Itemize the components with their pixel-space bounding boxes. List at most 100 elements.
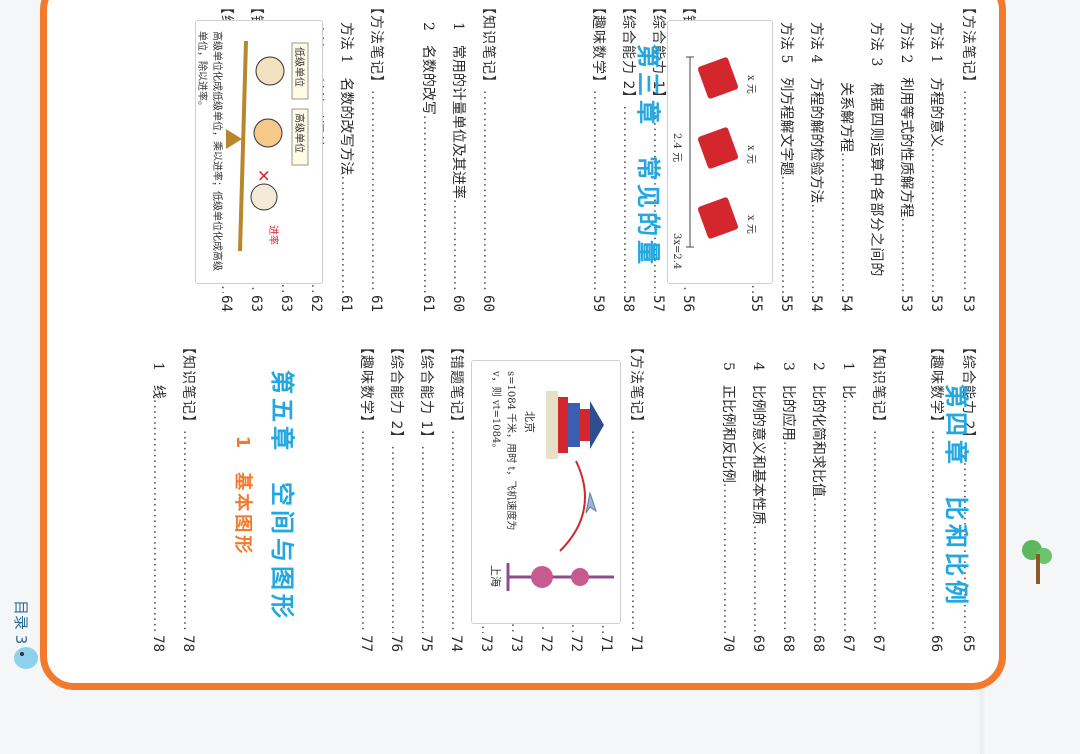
dot-leader: [145, 399, 171, 633]
toc-entry-title: 【知识笔记】: [870, 340, 886, 430]
cross-mark-icon: ✕: [254, 169, 273, 182]
toc-entry-title: 方法 3 根据四则运算中各部分之间的: [868, 22, 884, 278]
toc-entry-page: 61: [368, 295, 384, 312]
toc-entry-page: 68: [780, 635, 796, 652]
dot-leader: [775, 441, 801, 633]
toc-entry-page: 68: [810, 635, 826, 652]
toc-entry: 方法 2 利用等式的性质解方程 53: [893, 22, 919, 312]
toc-entry: 方法 1 方程的意义 53: [923, 22, 949, 312]
dot-leader: [353, 430, 379, 633]
toc-entry-page: 73: [508, 635, 524, 652]
chapter-5-title: 第五章 空间与图形: [268, 370, 296, 622]
toc-entry-title: 【知识笔记】: [180, 340, 196, 430]
map-diagram: 北京 上海: [489, 391, 614, 591]
toc-entry-title: 3 比的应用: [780, 362, 796, 441]
toc-entry: 【趣味数学】 77: [353, 340, 379, 652]
toc-entry-page: 78: [180, 635, 196, 652]
toc-entry: 【趣味数学】 59: [585, 0, 611, 312]
toc-entry: 【综合能力 2】 76: [383, 340, 409, 652]
whale-icon: [14, 647, 38, 669]
chapter-3-title: 第三章 常见的量: [634, 44, 662, 268]
toc-entry-page: 60: [450, 295, 466, 312]
toc-entry: 【知识笔记】 78: [175, 340, 201, 652]
toc-entry-page: 54: [838, 295, 854, 312]
toc-entry-title: 【趣味数学】: [590, 0, 606, 90]
toc-entry: 【方法笔记】 71: [623, 340, 649, 652]
page-number-label: 目录 3: [12, 600, 30, 645]
units-caption: 高级单位化成低级单位，乘以进率；低级单位化成高级单位，除以进率。: [196, 31, 222, 271]
dot-leader: [715, 483, 741, 633]
map-illustration: 北京 上海 s=1084 千米，用时 t，飞机速度为 v，则 vt=1084。: [471, 360, 621, 624]
toc-entry: 1 比 67: [835, 362, 861, 652]
dot-leader: [443, 430, 469, 633]
toc-entry-page: 62: [308, 295, 324, 312]
books-total-label: 2.4 元: [671, 133, 682, 162]
toc-entry-title: 2 名数的改写: [420, 22, 436, 115]
toc-entry-page: 55: [748, 295, 764, 312]
toc-entry: 1 线 78: [145, 362, 171, 652]
toc-entry: 5 正比例和反比例 70: [715, 362, 741, 652]
toc-entry-page: 75: [418, 635, 434, 652]
dot-leader: [805, 497, 831, 633]
toc-entry-page: 61: [338, 295, 354, 312]
toc-entry-page: 71: [628, 635, 644, 652]
toc-entry-page: 59: [590, 295, 606, 312]
tv-tower-icon: [506, 563, 614, 591]
toc-entry-page: 56: [680, 295, 696, 312]
toc-entry-title: 1 线: [150, 362, 166, 399]
dot-leader: [383, 445, 409, 633]
toc-entry-title: 【知识笔记】: [480, 0, 496, 90]
rate-tag: 进率: [267, 225, 280, 245]
toc-entry-page: 54: [808, 295, 824, 312]
chapter-4-title: 第四章 比和比例: [942, 384, 970, 608]
seesaw-diagram: 低级单位 高级单位 ✕ 进率: [226, 40, 309, 252]
toc-entry-page: 76: [388, 635, 404, 652]
toc-entry-page: 72: [568, 635, 584, 652]
chapter-5-subtitle: 1 基本图形: [232, 435, 253, 557]
toc-entry-page: 77: [358, 635, 374, 652]
tree-icon: [1022, 540, 1052, 584]
toc-entry: 4 比例的意义和基本性质 69: [745, 362, 771, 652]
toc-entry-title: 方法 1 方程的意义: [928, 22, 944, 148]
book-price-label-3: x 元: [745, 215, 756, 234]
toc-entry-title: 【方法笔记】: [368, 0, 384, 90]
dot-leader: [475, 90, 501, 293]
dot-leader: [893, 217, 919, 293]
toc-entry-page: 53: [960, 295, 976, 312]
toc-entry-title: 2 比的化简和求比值: [810, 362, 826, 497]
toc-entry-page: 70: [720, 635, 736, 652]
toc-entry-page: 74: [448, 635, 464, 652]
dog-character: [255, 56, 285, 86]
toc-entry: 【错题笔记】 74: [443, 340, 469, 652]
book-price-label-1: x 元: [745, 75, 756, 94]
toc-entry-page: 55: [778, 295, 794, 312]
city-a-label: 北京: [523, 411, 537, 433]
toc-entry-title: 5 正比例和反比例: [720, 362, 736, 483]
low-unit-sign: 低级单位: [293, 47, 306, 87]
toc-entry-title: 方法 2 利用等式的性质解方程: [898, 22, 914, 218]
toc-entry-page: 53: [928, 295, 944, 312]
toc-entry-title: 【综合能力 2】: [388, 340, 404, 446]
dot-leader: [585, 90, 611, 293]
toc-entry: 【综合能力 1】 75: [413, 340, 439, 652]
toc-entry-page: 71: [598, 635, 614, 652]
cat-character: [253, 118, 283, 148]
book-icon: [697, 57, 739, 239]
toc-entry-title: 方法 4 方程的解的检验方法: [808, 22, 824, 204]
toc-entry-page: 64: [218, 295, 234, 312]
dot-leader: [413, 445, 439, 633]
toc-entry-title: 关系解方程: [838, 82, 854, 152]
toc-entry: 方法 5 列方程解文字题 55: [773, 22, 799, 312]
toc-entry-title: 方法 5 列方程解文字题: [778, 22, 794, 176]
dot-leader: [363, 90, 389, 293]
toc-entry: 【方法笔记】 53: [955, 0, 981, 312]
dot-leader: [175, 430, 201, 633]
dot-leader: [955, 90, 981, 293]
toc-entry: 1 常用的计量单位及其进率 60: [445, 22, 471, 312]
airplane-icon: [585, 491, 597, 514]
toc-entry-title: 方法 1 名数的改写方法: [338, 22, 354, 176]
toc-entry: 【知识笔记】 67: [865, 340, 891, 652]
toc-entry-page: 63: [248, 295, 264, 312]
